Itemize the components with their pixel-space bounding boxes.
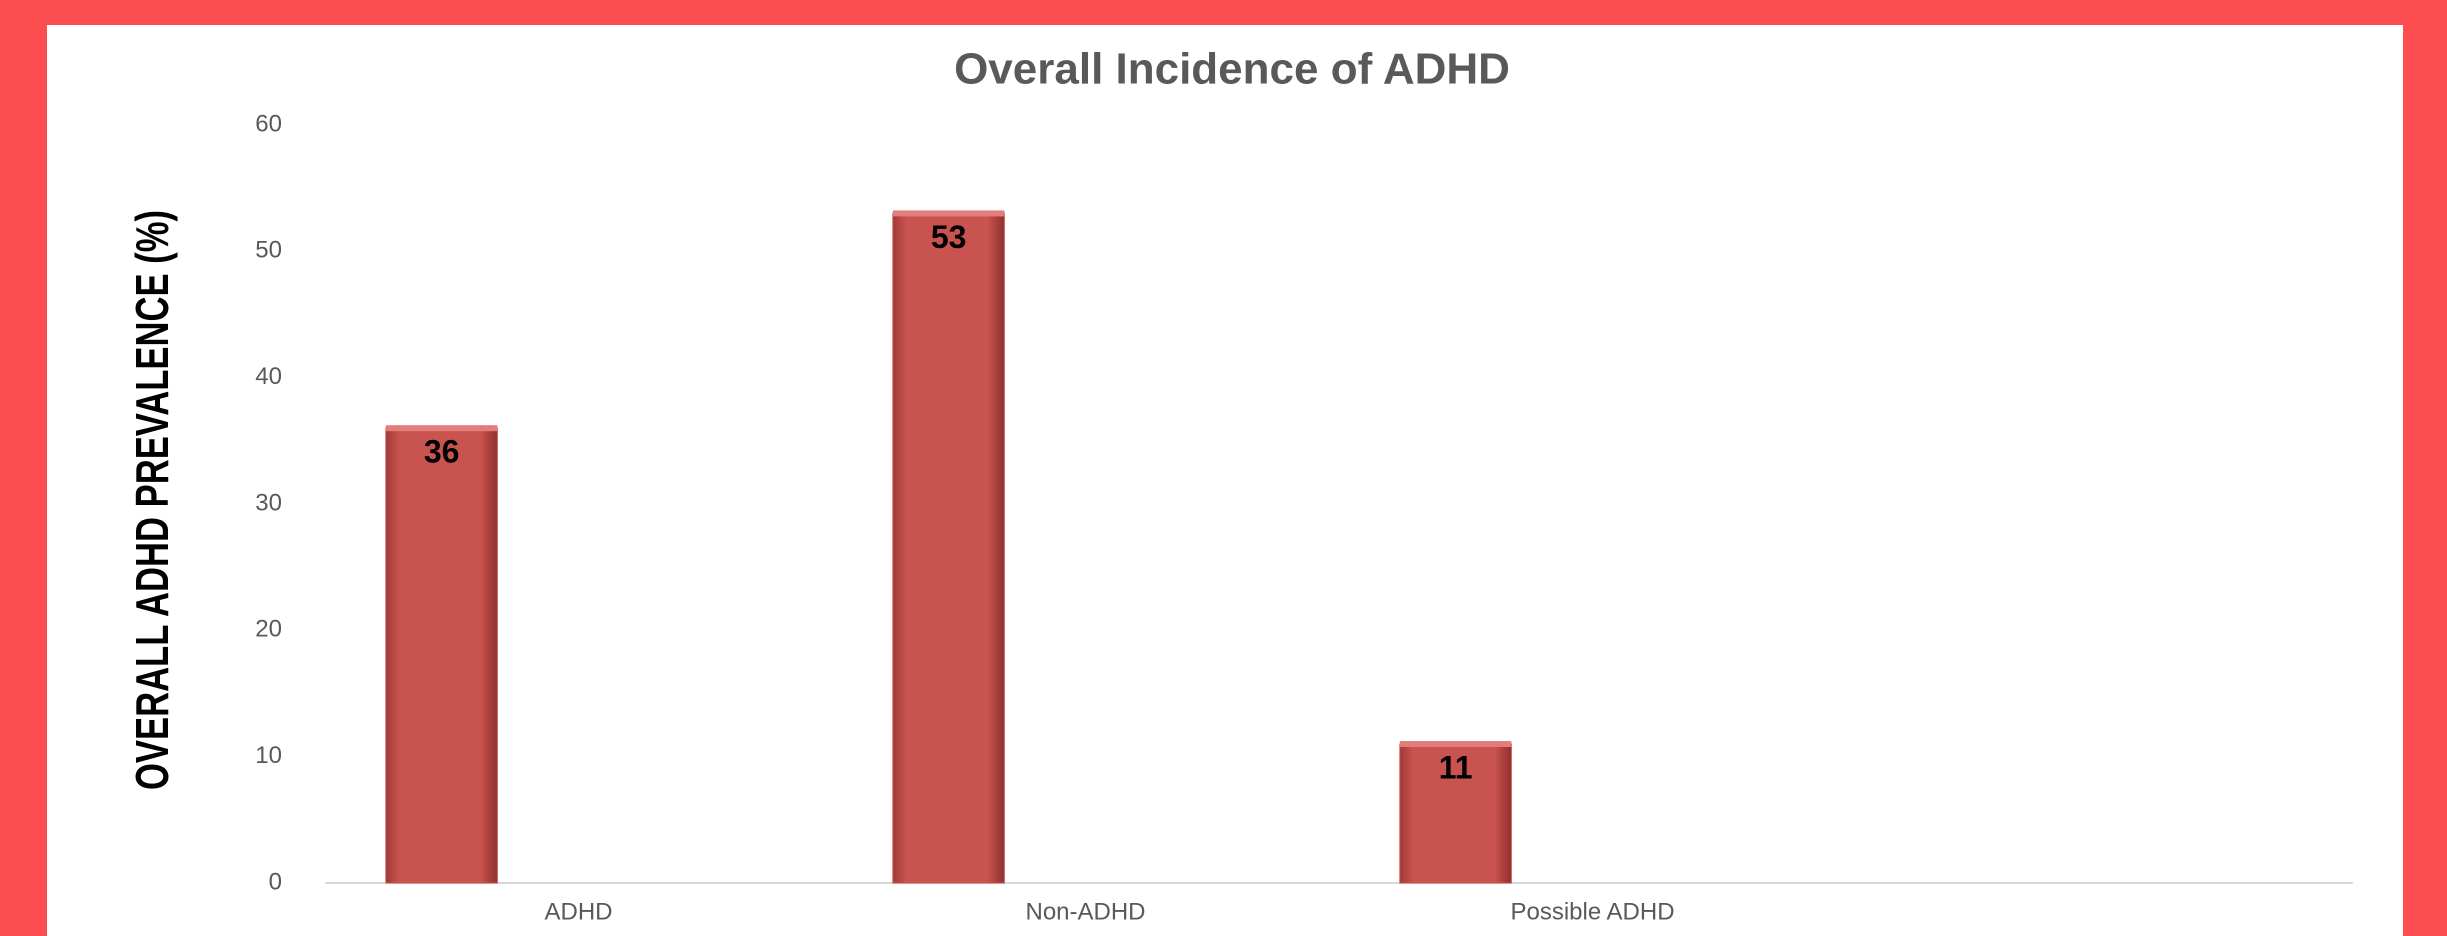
y-axis-label: OVERALL ADHD PREVALENCE (%) — [126, 210, 178, 790]
y-tick-label: 40 — [255, 363, 282, 390]
value-label: 53 — [931, 219, 967, 255]
y-tick-label: 20 — [255, 616, 282, 643]
y-tick-label: 60 — [255, 110, 282, 137]
y-tick-label: 0 — [269, 868, 282, 895]
value-label: 11 — [1439, 749, 1473, 785]
bar — [1399, 743, 1512, 884]
x-tick-label: Possible ADHD — [1510, 898, 1674, 925]
bar-top — [385, 425, 498, 432]
x-tick-label: ADHD — [544, 898, 612, 925]
y-tick-label: 30 — [255, 489, 282, 516]
value-label: 36 — [424, 434, 460, 470]
bar — [892, 212, 1005, 884]
chart-title: Overall Incidence of ADHD — [954, 45, 1510, 94]
bar-top — [892, 210, 1005, 217]
bar-top — [1399, 741, 1512, 748]
x-tick-label: Non-ADHD — [1025, 898, 1145, 925]
y-tick-label: 50 — [255, 237, 282, 264]
y-tick-label: 10 — [255, 742, 282, 769]
bar — [385, 427, 498, 884]
